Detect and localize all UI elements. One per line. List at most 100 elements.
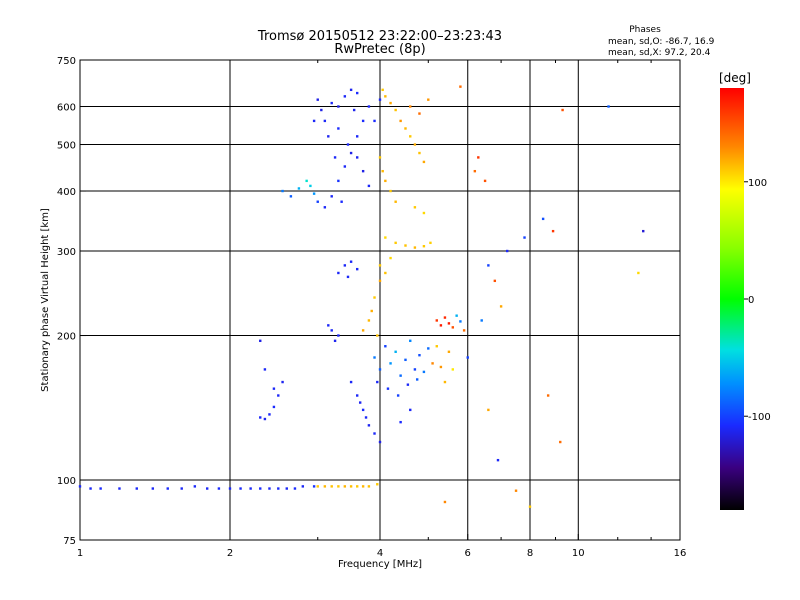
data-point [418, 353, 421, 357]
data-point [281, 189, 284, 193]
colorbar-tick-label: 100 [748, 178, 767, 189]
data-point [455, 314, 458, 317]
data-point [389, 362, 392, 365]
data-point [422, 245, 426, 248]
phases-o-stats: mean, sd,O: -86.7, 16.9 [608, 37, 715, 47]
data-point [394, 241, 397, 245]
data-point [343, 264, 347, 267]
data-point [386, 387, 390, 390]
data-point [394, 200, 397, 203]
data-point [483, 179, 487, 183]
data-point [466, 356, 469, 359]
data-point [376, 483, 379, 486]
data-point [323, 119, 327, 123]
data-point [277, 487, 280, 490]
data-point [528, 505, 532, 508]
data-point [389, 189, 392, 193]
x-tick-label: 4 [377, 548, 383, 559]
data-point [312, 119, 316, 123]
y-axis-ticks: 75 100 200 300 400 500 600 750 [57, 56, 86, 547]
data-point [78, 485, 82, 488]
y-tick-label: 300 [57, 247, 76, 258]
data-point [422, 211, 426, 215]
data-point [355, 267, 359, 271]
data-point [406, 383, 410, 386]
data-point [496, 458, 500, 462]
data-point [642, 229, 645, 233]
data-point [316, 200, 319, 203]
data-point [327, 324, 330, 327]
y-tick-label: 500 [57, 141, 76, 152]
colorbar-ticks: 100 0 -100 [744, 178, 771, 423]
data-point [337, 485, 340, 488]
data-point [316, 485, 319, 488]
y-tick-label: 400 [57, 187, 76, 198]
data-point [413, 246, 417, 249]
data-point [376, 334, 379, 337]
data-point [541, 217, 545, 221]
data-point [293, 487, 297, 490]
data-point [263, 368, 267, 371]
data-point [459, 320, 462, 323]
data-point [316, 98, 319, 101]
data-point [285, 487, 288, 490]
data-point [268, 487, 271, 490]
data-point [415, 378, 419, 381]
y-tick-label: 100 [57, 476, 76, 487]
data-point [404, 244, 407, 247]
data-point [435, 345, 438, 348]
scatter-points [78, 85, 645, 508]
data-point [384, 236, 387, 239]
data-point [413, 368, 417, 371]
data-point [637, 271, 640, 275]
data-point [381, 169, 384, 173]
data-point [355, 135, 359, 138]
data-point [323, 206, 327, 209]
data-point [435, 319, 438, 322]
phases-heading: Phases [629, 25, 661, 35]
data-point [399, 374, 402, 377]
y-tick-label: 750 [57, 56, 76, 67]
data-point [349, 485, 353, 488]
data-point [289, 195, 293, 198]
data-point [396, 394, 400, 397]
data-point [330, 195, 333, 198]
data-point [349, 151, 353, 155]
data-point [370, 309, 373, 313]
data-point [487, 264, 490, 267]
data-point [384, 95, 387, 98]
data-point [361, 169, 365, 173]
data-point [384, 179, 387, 183]
data-point [409, 135, 412, 138]
data-point [346, 275, 350, 279]
data-point [259, 416, 262, 419]
data-point [193, 485, 197, 488]
data-point [239, 487, 242, 490]
data-point [376, 380, 379, 384]
x-tick-label: 2 [227, 548, 233, 559]
data-point [118, 487, 121, 490]
data-point [352, 108, 356, 112]
data-point [378, 440, 382, 444]
data-point [418, 151, 421, 155]
data-point [361, 119, 365, 123]
data-point [349, 88, 353, 92]
data-point [559, 440, 562, 444]
data-point [217, 487, 221, 490]
data-point [346, 143, 350, 146]
data-point [355, 91, 359, 95]
data-point [409, 408, 412, 412]
data-point [384, 345, 387, 348]
data-point [330, 329, 333, 332]
data-point [551, 229, 555, 233]
data-point [263, 417, 267, 421]
data-point [384, 271, 387, 275]
data-point [309, 184, 312, 188]
colorbar-label: [deg] [719, 71, 751, 85]
data-point [99, 487, 102, 490]
chart-title: Tromsø 20150512 23:22:00–23:23:43 [257, 29, 502, 44]
colorbar-tick-label: 0 [748, 295, 754, 306]
data-point [355, 394, 359, 397]
x-tick-label: 8 [527, 548, 533, 559]
data-point [443, 316, 447, 319]
